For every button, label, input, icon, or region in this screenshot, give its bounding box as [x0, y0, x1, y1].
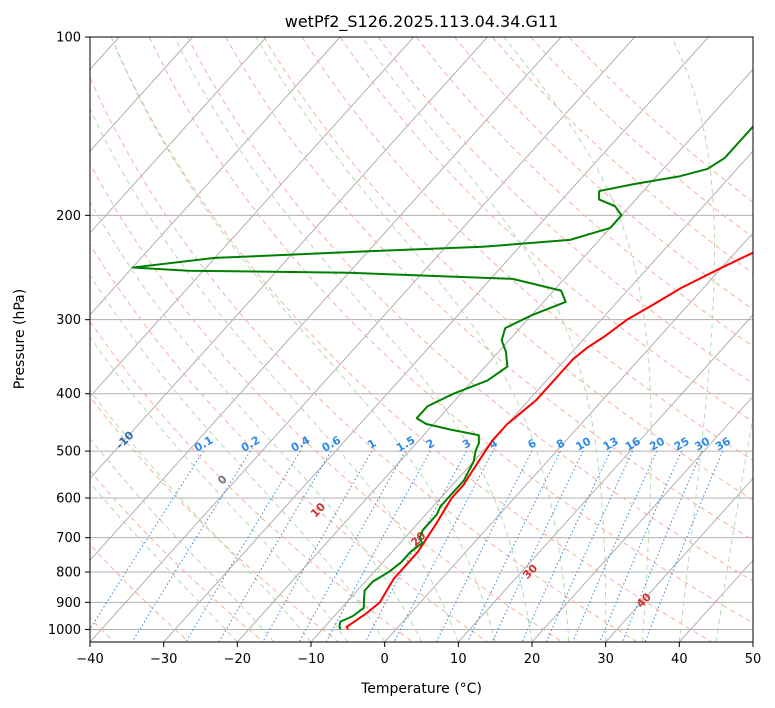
mixing-ratio-line	[131, 450, 251, 642]
isotherm-gridline	[90, 37, 488, 480]
moist-adiabat-line	[90, 200, 422, 642]
dry-adiabat-line	[148, 37, 753, 624]
moist-adiabat-line	[174, 37, 533, 642]
isotherm-gridline	[457, 314, 753, 642]
dry-adiabat-line	[301, 37, 753, 462]
isotherm-gridline	[90, 37, 415, 398]
mixing-ratio-line	[393, 450, 494, 642]
dewpoint-profile-line	[131, 125, 753, 630]
y-tick-label: 1000	[48, 623, 81, 638]
mixing-ratio-line	[545, 450, 634, 642]
isotherm-gridline	[90, 37, 194, 152]
isotherm-gridline	[236, 68, 753, 642]
isotherm-gridline	[90, 37, 267, 234]
mixing-ratio-line	[644, 450, 724, 642]
mixing-ratio-line	[435, 450, 533, 642]
dry-adiabat-line	[90, 395, 339, 642]
y-tick-label: 100	[56, 31, 81, 46]
y-tick-label: 300	[56, 313, 81, 328]
isotherm-gridline	[384, 232, 753, 642]
x-tick-label: −30	[150, 652, 177, 667]
moist-adiabat-line	[255, 37, 570, 642]
isotherm-gridline	[531, 395, 753, 642]
moist-adiabat-line	[503, 37, 652, 642]
mixing-ratio-line	[325, 450, 431, 642]
moist-adiabat-line	[90, 274, 386, 642]
dry-adiabat-line	[263, 37, 753, 501]
moist-adiabat-line	[361, 37, 607, 642]
isotherm-gridline	[90, 37, 341, 316]
moist-adiabat-line	[90, 336, 349, 642]
x-tick-label: 50	[745, 652, 762, 667]
x-tick-label: 20	[524, 652, 541, 667]
y-tick-label: 700	[56, 531, 81, 546]
moist-adiabat-line	[90, 107, 459, 642]
mixing-ratio-line	[467, 450, 561, 642]
dry-adiabat-line	[90, 76, 638, 642]
dry-adiabat-line	[90, 162, 563, 642]
dry-adiabat-line	[90, 470, 264, 642]
y-tick-label: 800	[56, 566, 81, 581]
y-tick-label: 200	[56, 209, 81, 224]
y-tick-label: 500	[56, 445, 81, 460]
isotherm-gridline	[605, 477, 753, 642]
mixing-ratio-line	[298, 450, 406, 642]
mixing-ratio-line	[491, 450, 584, 642]
dry-adiabat-line	[90, 320, 414, 642]
mixing-ratio-line	[262, 450, 373, 642]
x-tick-label: 30	[597, 652, 614, 667]
temperature-profile-line	[345, 251, 753, 630]
chart-title: wetPf2_S126.2025.113.04.34.G11	[285, 12, 559, 32]
dry-adiabat-line	[90, 543, 190, 642]
x-tick-label: −10	[297, 652, 324, 667]
mixing-ratio-line	[521, 450, 611, 642]
isotherm-gridline	[90, 37, 636, 642]
isotherm-gridline	[163, 37, 709, 642]
x-axis-title: Temperature (°C)	[360, 681, 482, 697]
moist-adiabat-line	[715, 414, 753, 642]
y-tick-label: 600	[56, 492, 81, 507]
dry-adiabat-line	[90, 243, 488, 642]
moist-adiabat-line	[671, 37, 716, 642]
y-tick-label: 400	[56, 387, 81, 402]
dry-adiabat-line	[225, 37, 753, 541]
x-tick-label: 0	[381, 652, 389, 667]
isotherm-gridline	[90, 37, 562, 561]
y-tick-label: 900	[56, 596, 81, 611]
dry-adiabat-line	[110, 37, 713, 642]
x-tick-label: −20	[224, 652, 251, 667]
x-tick-label: 10	[450, 652, 467, 667]
y-axis-title: Pressure (hPa)	[12, 289, 28, 389]
moist-adiabat-line	[90, 389, 312, 642]
dry-adiabat-line	[187, 37, 753, 582]
x-tick-label: −40	[76, 652, 103, 667]
plot-frame	[89, 36, 754, 643]
x-tick-label: 40	[671, 652, 688, 667]
moist-adiabat-line	[90, 437, 275, 642]
mixing-ratio-line	[364, 450, 467, 642]
